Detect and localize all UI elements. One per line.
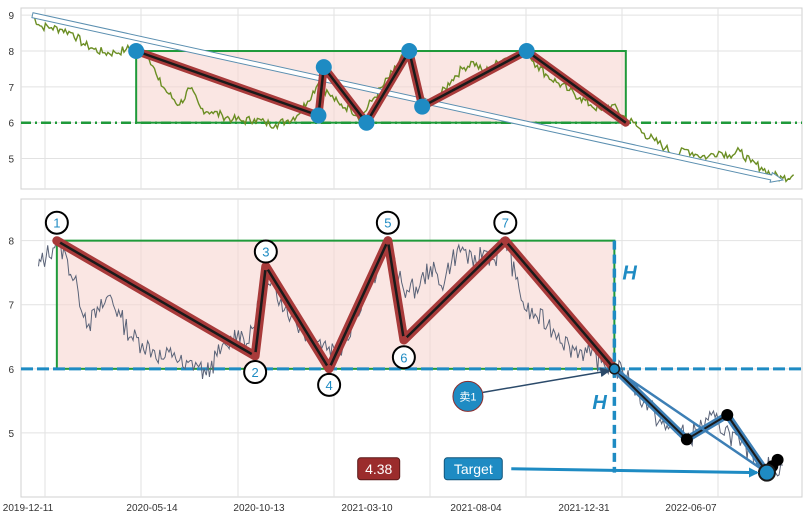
bottom-projection-marker — [680, 433, 693, 446]
top-pivot-marker — [401, 43, 418, 60]
top-pivot-marker — [128, 43, 145, 60]
bottom-pivot-label: 6 — [400, 350, 407, 365]
top-pivot-marker — [414, 98, 431, 115]
top-pivot-marker — [358, 114, 375, 131]
bottom-pivot-label-circle — [391, 345, 416, 370]
bottom-pivot-label: 7 — [502, 216, 509, 231]
bottom-x-tick-label: 2021-03-10 — [341, 503, 393, 514]
bottom-y-tick-label: 5 — [8, 429, 14, 440]
top-price-panel: 5 6 7 8 9 — [8, 7, 803, 190]
top-y-tick-label: 8 — [8, 47, 14, 58]
bottom-pivot-label-circle — [493, 210, 518, 235]
bottom-pivot-dot — [261, 262, 270, 271]
bottom-pivot-label-circle — [253, 239, 278, 264]
bottom-pivot-label-circle — [243, 360, 268, 385]
bottom-pivot-dot — [399, 335, 408, 344]
bottom-x-tick-label: 2021-12-31 — [558, 503, 610, 514]
top-y-tick-label: 7 — [8, 83, 14, 94]
top-y-tick-label: 9 — [8, 11, 14, 22]
bottom-pivot-label-circle — [44, 210, 69, 235]
bottom-height-label-lower: H — [592, 392, 607, 414]
bottom-projection-marker — [721, 408, 734, 421]
bottom-target-label: Target — [454, 461, 493, 477]
bottom-value-label: 4.38 — [365, 461, 392, 477]
top-pivot-marker — [310, 107, 327, 124]
bottom-x-tick-label: 2020-05-14 — [126, 503, 178, 514]
bottom-sell-arrow — [482, 367, 611, 394]
bottom-target-marker — [757, 463, 776, 482]
bottom-x-tick-label: 2021-08-04 — [450, 503, 502, 514]
bottom-pivot-label: 2 — [252, 365, 259, 380]
bottom-y-tick-label: 7 — [8, 301, 14, 312]
bottom-pivot-dot — [52, 236, 61, 245]
bottom-pivot-dot — [251, 352, 260, 361]
bottom-pivot-label: 5 — [384, 216, 391, 231]
bottom-pattern-panel: 5 6 7 8 2019-12-11 2020-05-14 2020-10-13 2021-0… — [3, 198, 803, 514]
bottom-sell-badge — [452, 380, 484, 412]
top-y-tick-label: 5 — [8, 155, 14, 166]
bottom-sell-label: 卖1 — [459, 390, 476, 403]
bottom-projection-marker — [771, 453, 784, 466]
bottom-pivot-label: 4 — [326, 378, 333, 393]
bottom-value-badge — [357, 457, 401, 481]
bottom-pivot-label: 3 — [262, 245, 269, 260]
bottom-y-tick-label: 6 — [8, 365, 14, 376]
bottom-x-tick-label: 2020-10-13 — [233, 503, 285, 514]
bottom-y-tick-label: 8 — [8, 237, 14, 248]
bottom-x-tick-label: 2022-06-07 — [665, 503, 717, 514]
bottom-pivot-dot — [501, 236, 510, 245]
bottom-x-tick-label: 2019-12-11 — [3, 503, 54, 514]
top-trend-arrow — [31, 12, 785, 183]
top-pivot-marker — [315, 59, 332, 76]
bottom-pivot-dot — [325, 364, 334, 373]
top-pivot-marker — [518, 43, 535, 60]
bottom-pivot-label: 1 — [53, 216, 60, 231]
bottom-pivot-dot — [383, 236, 392, 245]
bottom-pivot-label-circle — [375, 210, 400, 235]
bottom-price-line — [38, 236, 783, 477]
top-zigzag-inner — [135, 49, 627, 124]
bottom-target-arrow — [511, 467, 759, 478]
top-y-tick-label: 6 — [8, 119, 14, 130]
bottom-projection-direct — [613, 367, 768, 474]
bottom-height-label-upper: H — [622, 263, 637, 285]
bottom-pivot-label-circle — [317, 372, 342, 397]
bottom-zigzag-inner — [56, 239, 616, 371]
bottom-breakout-marker — [608, 363, 621, 375]
bottom-projection-inner — [613, 368, 768, 474]
bottom-target-badge — [443, 457, 503, 481]
